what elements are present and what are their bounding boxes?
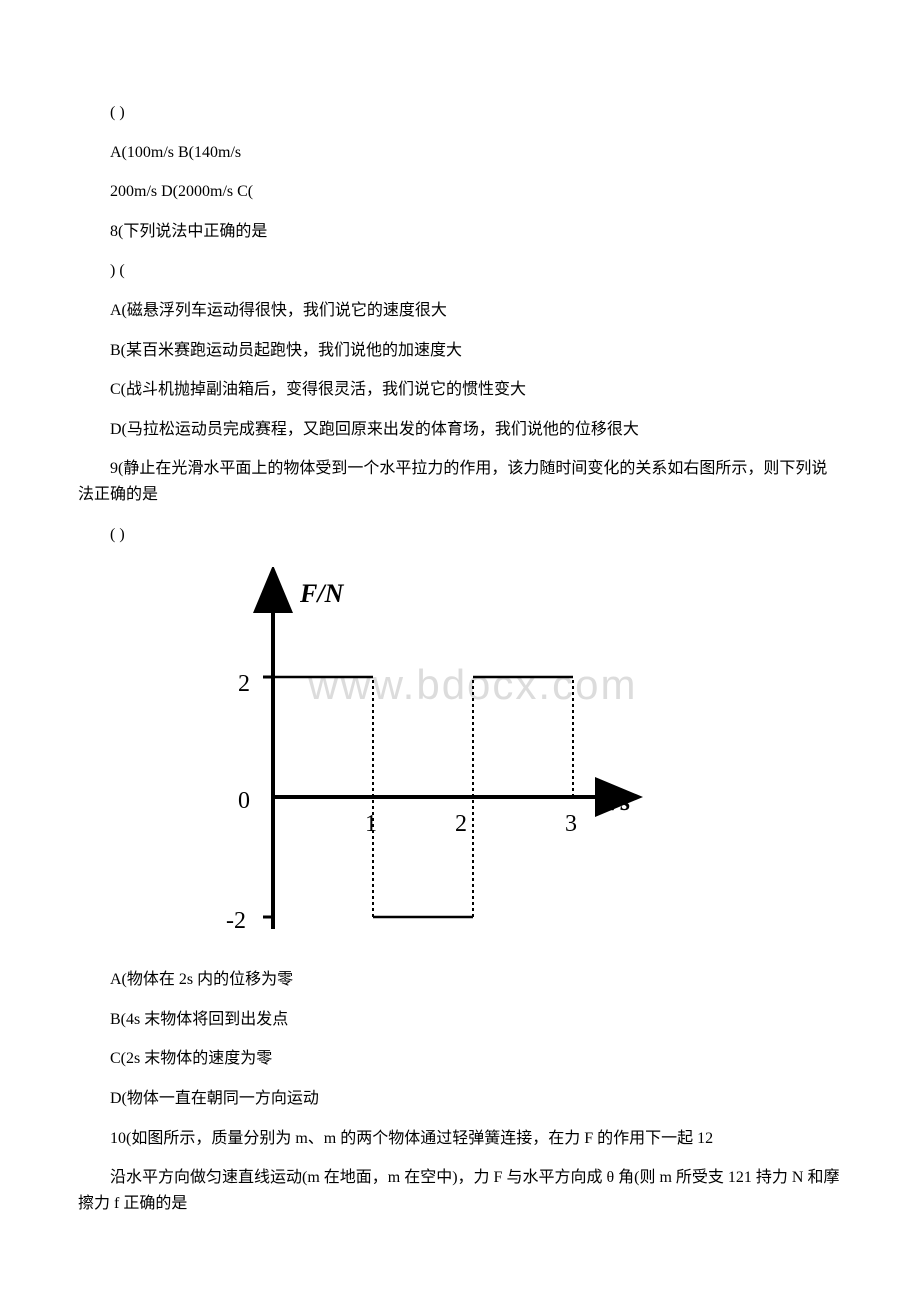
paragraph-option-ab: A(100m/s B(140m/s	[78, 140, 842, 166]
paragraph-q9: 9(静止在光滑水平面上的物体受到一个水平拉力的作用，该力随时间变化的关系如右图所…	[78, 456, 842, 507]
paragraph-q8-d: D(马拉松运动员完成赛程，又跑回原来出发的体育场，我们说他的位移很大	[78, 417, 842, 443]
paragraph-q8: 8(下列说法中正确的是	[78, 219, 842, 245]
paragraph-q10-a: 10(如图所示，质量分别为 m、m 的两个物体通过轻弹簧连接，在力 F 的作用下…	[78, 1126, 842, 1152]
paragraph-blank-2: ) (	[78, 258, 842, 284]
paragraph-q9-b: B(4s 末物体将回到出发点	[78, 1007, 842, 1033]
force-time-chart: www.bdocx.com F/N t/s 2 0 -2 1 2 3	[198, 567, 718, 947]
paragraph-options-blank: ( )	[78, 100, 842, 126]
paragraph-option-cd: 200m/s D(2000m/s C(	[78, 179, 842, 205]
paragraph-blank-3: ( )	[78, 522, 842, 548]
chart-svg	[198, 567, 718, 947]
paragraph-q9-c: C(2s 末物体的速度为零	[78, 1046, 842, 1072]
paragraph-q8-a: A(磁悬浮列车运动得很快，我们说它的速度很大	[78, 298, 842, 324]
chart-axes	[263, 605, 603, 929]
paragraph-q8-c: C(战斗机抛掉副油箱后，变得很灵活，我们说它的惯性变大	[78, 377, 842, 403]
paragraph-q10-b: 沿水平方向做匀速直线运动(m 在地面，m 在空中)，力 F 与水平方向成 θ 角…	[78, 1165, 842, 1216]
paragraph-q9-a: A(物体在 2s 内的位移为零	[78, 967, 842, 993]
paragraph-q8-b: B(某百米赛跑运动员起跑快，我们说他的加速度大	[78, 338, 842, 364]
paragraph-q9-d: D(物体一直在朝同一方向运动	[78, 1086, 842, 1112]
